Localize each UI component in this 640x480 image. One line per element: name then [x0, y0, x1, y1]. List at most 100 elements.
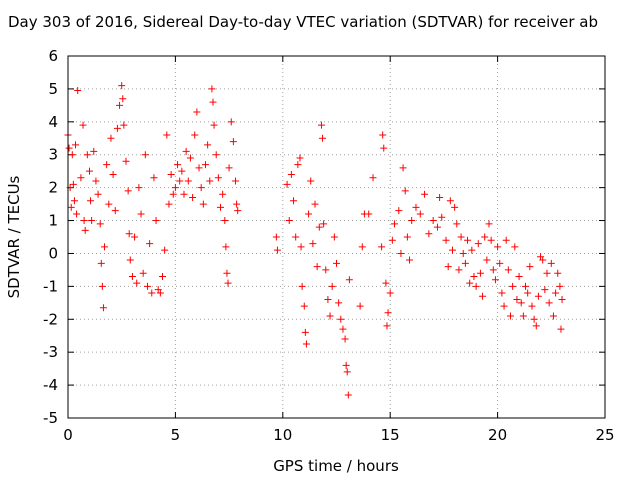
- data-point: [438, 213, 446, 221]
- data-point: [99, 304, 107, 312]
- data-point: [152, 217, 160, 225]
- data-point: [210, 121, 218, 129]
- data-point: [67, 203, 75, 211]
- data-point: [305, 210, 313, 218]
- y-tick-label: -2: [43, 310, 58, 328]
- data-point: [96, 220, 104, 228]
- data-point: [468, 246, 476, 254]
- y-tick-label: 0: [48, 244, 58, 262]
- data-point: [342, 361, 350, 369]
- data-point: [124, 187, 132, 195]
- data-point: [180, 190, 188, 198]
- data-point: [446, 197, 454, 205]
- data-point: [122, 157, 130, 165]
- data-point: [290, 197, 298, 205]
- data-point: [105, 200, 113, 208]
- data-point: [339, 325, 347, 333]
- data-point: [201, 161, 209, 169]
- data-point: [552, 289, 560, 297]
- data-point: [87, 197, 95, 205]
- data-point: [283, 180, 291, 188]
- data-point: [476, 269, 484, 277]
- data-point: [232, 177, 240, 185]
- data-point: [470, 272, 478, 280]
- data-point: [119, 95, 127, 103]
- data-point: [159, 272, 167, 280]
- data-point: [221, 217, 229, 225]
- data-point: [358, 243, 366, 251]
- y-tick-label: 2: [48, 179, 58, 197]
- data-point: [171, 184, 179, 192]
- axis-ticks: 0 5 10 15 20 25 -5 -4 -3 -2 -1 0 1 2 3 4 5 6: [43, 47, 615, 444]
- data-point: [69, 180, 77, 188]
- data-point: [558, 296, 566, 304]
- data-point: [313, 263, 321, 271]
- data-point: [365, 210, 373, 218]
- data-point: [337, 315, 345, 323]
- data-point: [186, 154, 194, 162]
- data-point: [285, 217, 293, 225]
- data-point: [165, 200, 173, 208]
- data-point: [133, 279, 141, 287]
- data-point: [453, 220, 461, 228]
- data-point: [356, 302, 364, 310]
- data-point: [161, 246, 169, 254]
- data-point: [174, 161, 182, 169]
- data-point: [491, 276, 499, 284]
- data-point: [382, 279, 390, 287]
- data-point: [416, 210, 424, 218]
- data-point: [81, 226, 89, 234]
- data-point: [522, 282, 530, 290]
- data-point: [459, 249, 467, 257]
- data-point: [302, 340, 310, 348]
- data-point: [167, 170, 175, 178]
- data-point: [324, 296, 332, 304]
- data-point: [85, 167, 93, 175]
- data-point: [184, 177, 192, 185]
- data-point: [322, 266, 330, 274]
- data-point: [197, 184, 205, 192]
- data-point: [109, 170, 117, 178]
- data-point: [225, 164, 233, 172]
- data-point: [386, 289, 394, 297]
- data-point: [214, 174, 222, 182]
- data-point: [380, 144, 388, 152]
- data-point: [444, 263, 452, 271]
- data-point: [111, 207, 119, 215]
- data-point: [301, 328, 309, 336]
- x-tick-label: 0: [63, 426, 73, 444]
- data-point: [451, 203, 459, 211]
- data-point: [345, 276, 353, 284]
- data-point: [326, 312, 334, 320]
- data-point: [524, 289, 532, 297]
- data-point: [131, 233, 139, 241]
- data-point: [539, 256, 547, 264]
- data-point: [68, 151, 76, 159]
- data-point: [513, 296, 521, 304]
- data-point: [234, 207, 242, 215]
- data-point: [517, 299, 525, 307]
- data-point: [474, 240, 482, 248]
- data-point: [369, 174, 377, 182]
- data-point: [189, 194, 197, 202]
- data-point: [209, 98, 217, 106]
- data-point: [233, 200, 241, 208]
- data-point: [199, 200, 207, 208]
- data-point: [557, 325, 565, 333]
- data-point: [320, 220, 328, 228]
- data-point: [107, 134, 115, 142]
- data-point: [500, 302, 508, 310]
- data-point: [77, 174, 85, 182]
- data-point: [319, 134, 327, 142]
- data-point: [406, 256, 414, 264]
- data-point: [294, 161, 302, 169]
- data-point: [219, 190, 227, 198]
- data-point: [395, 207, 403, 215]
- data-point: [330, 233, 338, 241]
- data-point: [341, 335, 349, 343]
- data-point: [83, 151, 91, 159]
- y-tick-label: 3: [48, 146, 58, 164]
- data-point: [532, 322, 540, 330]
- data-point: [101, 243, 109, 251]
- data-point: [511, 243, 519, 251]
